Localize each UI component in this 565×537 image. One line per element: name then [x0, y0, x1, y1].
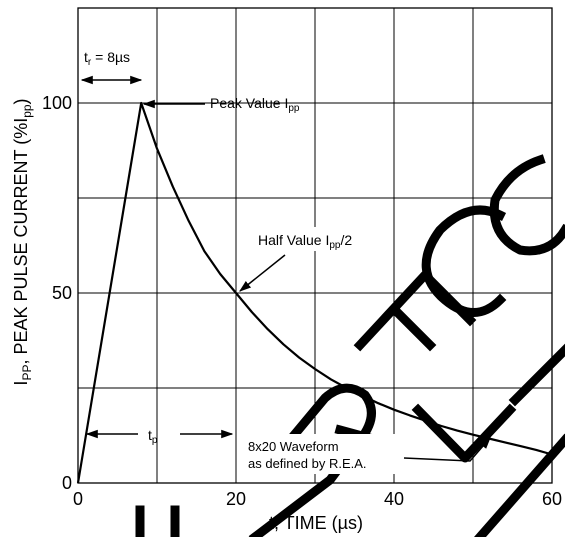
- waveform-label-line2: as defined by R.E.A.: [248, 456, 367, 471]
- waveform-label-line1: 8x20 Waveform: [248, 439, 339, 454]
- x-tick-label: 20: [226, 489, 246, 509]
- watermark-letter-o: [489, 154, 565, 256]
- rise-time-label: tr = 8µs: [84, 49, 130, 68]
- watermark-letter-n: [135, 505, 180, 537]
- pulse-time-annotation: tp: [85, 427, 234, 446]
- y-tick-labels: 0 50 100: [42, 93, 72, 493]
- half-value-label: Half Value Ipp/2: [258, 232, 352, 251]
- pulse-time-label: tp: [148, 427, 158, 446]
- y-tick-label: 0: [62, 473, 72, 493]
- watermark-letter-n2: [474, 343, 565, 537]
- half-value-arrow: [239, 254, 286, 292]
- watermark: [135, 154, 565, 537]
- watermark-letter-e: [353, 270, 517, 463]
- y-tick-label: 100: [42, 93, 72, 113]
- peak-label: Peak Value Ipp: [210, 95, 300, 114]
- grid: [78, 8, 552, 483]
- y-axis-label: IPP, PEAK PULSE CURRENT (%Ipp): [11, 98, 34, 385]
- x-tick-labels: 0 20 40 60: [73, 489, 562, 509]
- waveform-arrow: [403, 437, 491, 462]
- half-value-annotation: Half Value Ipp/2: [239, 227, 374, 292]
- peak-annotation: Peak Value Ipp: [142, 95, 300, 114]
- y-tick-label: 50: [52, 283, 72, 303]
- waveform-annotation: 8x20 Waveform as defined by R.E.A.: [244, 434, 491, 474]
- x-tick-label: 40: [384, 489, 404, 509]
- watermark-letter-c: [421, 205, 507, 317]
- x-tick-label: 60: [542, 489, 562, 509]
- plot-frame: [77, 7, 553, 484]
- x-axis-label: t, TIME (µs): [269, 513, 363, 533]
- waveform-curve: [76, 101, 553, 484]
- x-tick-label: 0: [73, 489, 83, 509]
- rise-time-annotation: tr = 8µs: [80, 40, 150, 85]
